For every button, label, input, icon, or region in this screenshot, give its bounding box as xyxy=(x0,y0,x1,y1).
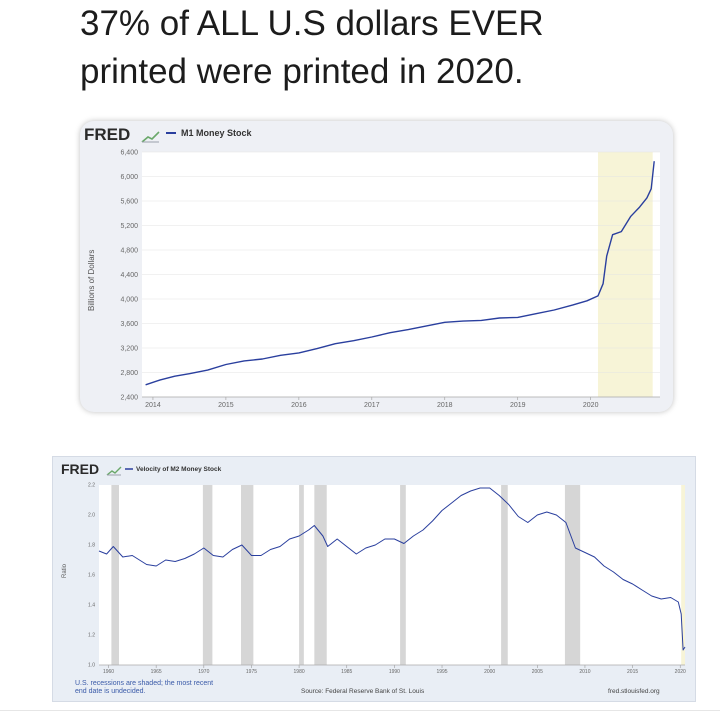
y-tick-label: 5,600 xyxy=(120,198,138,205)
y-tick-label: 2.2 xyxy=(88,483,95,489)
m1-money-stock-chart: FRED M1 Money Stock Billions of Dollars … xyxy=(84,125,660,409)
y-axis-label: Billions of Dollars xyxy=(87,250,96,311)
y-tick-label: 3,200 xyxy=(120,345,138,352)
x-tick-label: 1990 xyxy=(389,669,400,675)
headline-line-2: printed were printed in 2020. xyxy=(80,52,524,91)
x-tick-label: 2019 xyxy=(510,402,526,409)
x-tick-label: 1975 xyxy=(246,669,257,675)
y-tick-label: 2,800 xyxy=(120,370,138,377)
x-tick-label: 1980 xyxy=(294,669,305,675)
legend-label: M1 Money Stock xyxy=(181,128,253,138)
x-tick-label: 2000 xyxy=(484,669,495,675)
velocity-chart-card: FRED Velocity of M2 Money Stock Ratio 1.… xyxy=(52,456,696,702)
shaded-region xyxy=(202,485,213,665)
y-tick-label: 1.0 xyxy=(88,663,95,669)
x-tick-label: 1985 xyxy=(341,669,352,675)
fred-logo: FRED xyxy=(61,461,99,477)
x-tick-label: 2018 xyxy=(437,402,453,409)
x-tick-label: 2017 xyxy=(364,402,380,409)
x-tick-label: 2020 xyxy=(583,402,599,409)
y-tick-label: 2.0 xyxy=(88,513,95,519)
fred-logo-icon xyxy=(106,466,122,476)
shaded-region xyxy=(240,485,254,665)
shaded-region xyxy=(681,485,685,665)
site-url: fred.stlouisfed.org xyxy=(608,688,660,695)
x-tick-label: 2015 xyxy=(218,402,234,409)
x-tick-label: 1970 xyxy=(198,669,209,675)
velocity-m2-chart: FRED Velocity of M2 Money Stock Ratio 1.… xyxy=(61,461,686,695)
y-tick-label: 6,000 xyxy=(120,174,138,181)
shaded-region xyxy=(564,485,581,665)
legend-label: Velocity of M2 Money Stock xyxy=(136,466,222,473)
y-tick-label: 4,800 xyxy=(120,247,138,254)
fred-logo-icon xyxy=(141,131,160,143)
y-tick-label: 4,400 xyxy=(120,272,138,279)
headline: 37% of ALL U.S dollars EVER printed were… xyxy=(80,0,700,96)
x-tick-label: 1960 xyxy=(103,669,114,675)
y-tick-label: 3,600 xyxy=(120,321,138,328)
y-axis-label: Ratio xyxy=(62,563,68,578)
shaded-region xyxy=(400,485,406,665)
shaded-region xyxy=(501,485,508,665)
y-tick-label: 1.8 xyxy=(88,543,95,549)
series-line xyxy=(98,487,686,651)
y-tick-label: 4,000 xyxy=(120,296,138,303)
fred-logo: FRED xyxy=(84,125,130,144)
m1-chart-card: FRED M1 Money Stock Billions of Dollars … xyxy=(80,121,673,412)
plot-area xyxy=(99,485,685,665)
y-tick-label: 1.6 xyxy=(88,573,95,579)
x-tick-label: 2005 xyxy=(532,669,543,675)
shaded-region xyxy=(111,485,120,665)
headline-line-1: 37% of ALL U.S dollars EVER xyxy=(80,4,544,43)
series-line xyxy=(145,161,655,386)
x-tick-label: 2014 xyxy=(145,402,161,409)
shaded-region xyxy=(299,485,304,665)
y-tick-label: 1.4 xyxy=(88,603,95,609)
x-tick-label: 1995 xyxy=(436,669,447,675)
x-tick-label: 2020 xyxy=(675,669,686,675)
y-tick-label: 6,400 xyxy=(120,149,138,156)
y-tick-label: 2,400 xyxy=(120,394,138,401)
footnote: U.S. recessions are shaded; the most rec… xyxy=(75,680,213,695)
x-tick-label: 2015 xyxy=(627,669,638,675)
divider xyxy=(0,710,720,711)
source-text: Source: Federal Reserve Bank of St. Loui… xyxy=(301,688,425,695)
y-tick-label: 5,200 xyxy=(120,223,138,230)
x-tick-label: 2010 xyxy=(579,669,590,675)
y-tick-label: 1.2 xyxy=(88,633,95,639)
shaded-region xyxy=(314,485,327,665)
x-tick-label: 1965 xyxy=(151,669,162,675)
x-tick-label: 2016 xyxy=(291,402,307,409)
